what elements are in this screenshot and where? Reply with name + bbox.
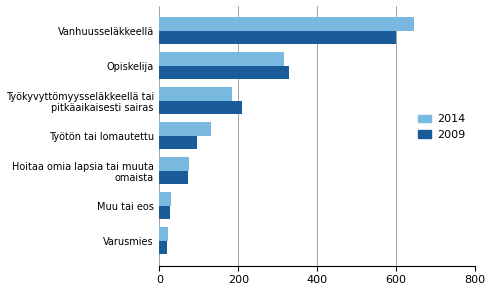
Legend: 2014, 2009: 2014, 2009: [413, 110, 469, 144]
Bar: [160, 122, 211, 136]
Bar: [160, 31, 396, 44]
Bar: [160, 171, 188, 184]
Bar: [160, 87, 232, 101]
Bar: [160, 66, 289, 79]
Bar: [160, 206, 170, 219]
Bar: [160, 192, 171, 206]
Bar: [160, 136, 197, 149]
Bar: [160, 157, 189, 171]
Bar: [160, 52, 284, 66]
Bar: [160, 101, 242, 114]
Bar: [160, 241, 167, 254]
Bar: [160, 17, 414, 31]
Bar: [160, 227, 168, 241]
